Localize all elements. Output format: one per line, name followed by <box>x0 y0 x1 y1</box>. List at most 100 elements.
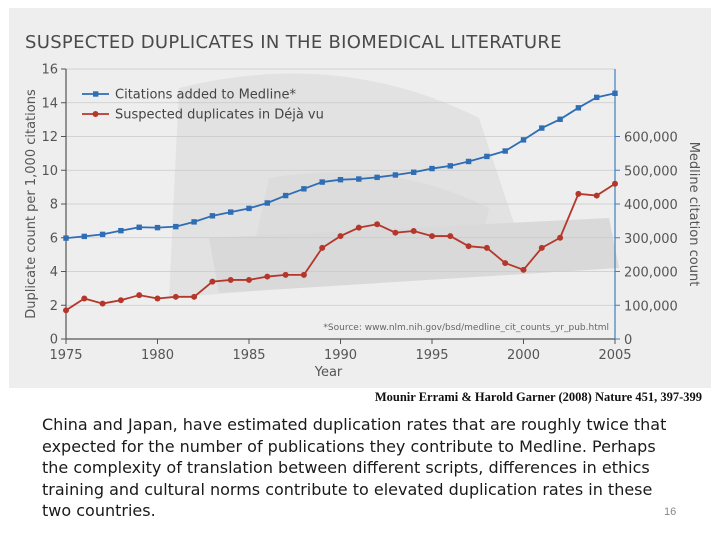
legend-marker <box>92 111 99 117</box>
y-right-tick-label: 100,000 <box>624 299 678 314</box>
data-point-duplicates <box>264 273 271 280</box>
data-point-citations <box>282 192 289 199</box>
data-point-citations <box>539 125 545 131</box>
data-point-citations <box>228 209 234 215</box>
y-left-tick-label: 6 <box>50 231 58 246</box>
data-point-duplicates <box>63 307 69 314</box>
y-left-tick-label: 2 <box>50 299 58 314</box>
x-tick-label: 1995 <box>415 348 448 363</box>
y-right-tick-label: 300,000 <box>624 232 678 247</box>
data-point-duplicates <box>117 297 124 304</box>
y-right-tick-label: 600,000 <box>624 131 678 146</box>
data-point-duplicates <box>593 192 600 199</box>
data-point-duplicates <box>520 266 527 273</box>
data-point-duplicates <box>447 233 454 240</box>
slide-body-text: China and Japan, have estimated duplicat… <box>42 415 667 520</box>
x-tick-label: 1985 <box>232 348 265 363</box>
data-point-duplicates <box>557 234 564 241</box>
y-right-axis-label: Medline citation count <box>686 142 701 287</box>
y-left-tick-label: 0 <box>50 333 58 348</box>
data-point-duplicates <box>319 244 326 251</box>
y-left-tick-label: 4 <box>50 265 58 280</box>
y-left-tick-label: 12 <box>41 130 58 145</box>
data-point-duplicates <box>612 180 618 187</box>
y-right-tick-label: 500,000 <box>624 164 678 179</box>
data-point-citations <box>392 172 399 178</box>
background-stack-illustration <box>169 73 619 298</box>
chart-figure: SUSPECTED DUPLICATES IN THE BIOMEDICAL L… <box>9 8 711 388</box>
data-point-citations <box>191 219 197 225</box>
data-point-duplicates <box>392 229 399 236</box>
data-point-citations <box>136 224 142 230</box>
data-point-citations <box>447 163 453 169</box>
data-point-citations <box>337 177 344 183</box>
data-point-duplicates <box>410 228 417 234</box>
data-point-citations <box>319 179 325 185</box>
data-point-citations <box>173 223 179 230</box>
data-point-citations <box>374 174 380 181</box>
data-point-duplicates <box>300 271 307 278</box>
data-point-duplicates <box>209 278 216 285</box>
data-point-duplicates <box>355 224 362 231</box>
y-right-tick-label: 400,000 <box>624 198 678 213</box>
data-point-citations <box>63 235 69 241</box>
data-point-duplicates <box>465 243 472 250</box>
data-point-duplicates <box>337 233 344 240</box>
data-point-citations <box>246 205 252 212</box>
data-point-duplicates <box>502 260 509 267</box>
data-point-duplicates <box>81 295 88 302</box>
y-left-tick-label: 14 <box>41 96 58 111</box>
y-left-tick-label: 10 <box>41 164 58 179</box>
x-tick-label: 1975 <box>49 348 82 363</box>
legend-label: Citations added to Medline* <box>115 88 297 103</box>
data-point-citations <box>264 200 270 206</box>
x-tick-label: 1990 <box>324 348 357 363</box>
x-tick-label: 1980 <box>141 348 174 363</box>
data-point-citations <box>557 116 563 122</box>
data-point-citations <box>594 94 600 101</box>
data-point-citations <box>81 233 87 240</box>
y-left-tick-label: 16 <box>41 63 58 78</box>
data-point-citations <box>209 213 216 219</box>
data-point-citations <box>502 148 508 154</box>
source-note: *Source: www.nlm.nih.gov/bsd/medline_cit… <box>323 323 609 333</box>
y-left-axis-label: Duplicate count per 1,000 citations <box>24 89 39 319</box>
data-point-duplicates <box>575 190 582 197</box>
data-point-citations <box>429 165 435 172</box>
data-point-citations <box>465 158 472 165</box>
y-left-tick-label: 8 <box>50 198 58 213</box>
data-point-duplicates <box>483 244 490 251</box>
data-point-citations <box>612 90 618 96</box>
data-point-citations <box>356 176 362 182</box>
chart-title: SUSPECTED DUPLICATES IN THE BIOMEDICAL L… <box>25 32 562 53</box>
legend-label: Suspected duplicates in Déjà vu <box>115 108 324 123</box>
data-point-citations <box>99 231 106 238</box>
page-number: 16 <box>664 506 677 518</box>
data-point-duplicates <box>227 276 234 283</box>
data-point-duplicates <box>136 292 143 299</box>
data-point-duplicates <box>429 233 435 240</box>
data-point-citations <box>118 227 124 234</box>
data-point-duplicates <box>191 293 198 300</box>
data-point-duplicates <box>374 221 381 228</box>
data-point-duplicates <box>172 293 179 300</box>
y-right-tick-label: 200,000 <box>624 266 678 281</box>
legend-marker <box>93 91 99 97</box>
data-point-citations <box>520 137 527 143</box>
data-point-duplicates <box>99 300 106 307</box>
y-right-tick-label: 0 <box>624 333 632 348</box>
data-point-citations <box>301 186 307 192</box>
data-point-citations <box>575 105 582 111</box>
x-tick-label: 2000 <box>507 348 540 363</box>
citation-text: Mounir Errami & Harold Garner (2008) Nat… <box>374 390 702 404</box>
data-point-duplicates <box>154 295 161 302</box>
x-axis-label: Year <box>314 365 343 380</box>
data-point-duplicates <box>246 276 252 283</box>
line-chart: 0 2 4 6 8 10 12 14 16 0 100,000 200,000 300,000 400,0… <box>24 63 701 381</box>
data-point-duplicates <box>538 244 545 251</box>
data-point-citations <box>484 153 490 160</box>
x-tick-label: 2005 <box>598 348 631 363</box>
data-point-citations <box>411 169 417 175</box>
data-point-citations <box>154 224 161 231</box>
data-point-duplicates <box>282 271 289 278</box>
